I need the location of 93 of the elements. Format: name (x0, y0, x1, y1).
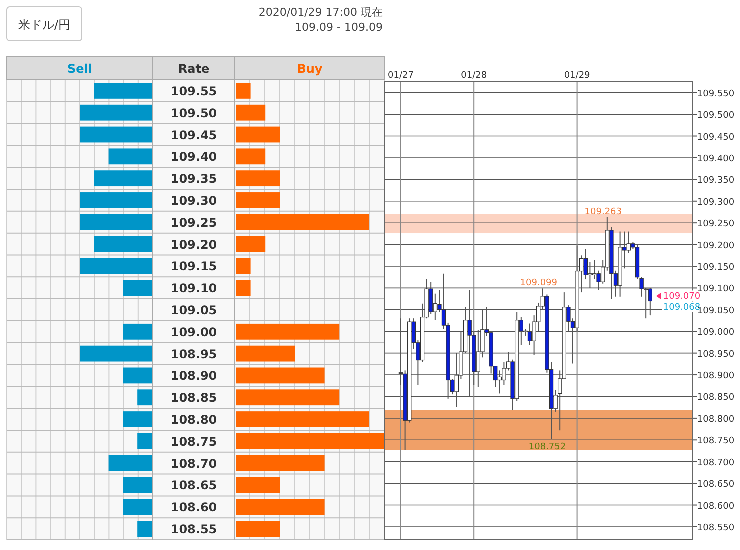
bar (236, 521, 280, 537)
bar (80, 214, 152, 230)
y-tick-label: 108.550 (697, 523, 735, 534)
chart-title: 米ドル/円 (18, 18, 71, 32)
bar (123, 499, 152, 516)
bar (123, 412, 152, 428)
bar (236, 214, 370, 230)
annotation: 109.263 (584, 207, 622, 218)
y-tick-label: 108.90 (170, 369, 218, 384)
x-tick-label: 01/27 (388, 71, 414, 81)
y-tick-label: 108.750 (697, 436, 735, 447)
bar (236, 390, 340, 406)
y-tick-label: 108.700 (697, 458, 735, 468)
bar (80, 192, 152, 208)
y-tick-label: 109.000 (697, 328, 735, 338)
y-tick-label: 109.50 (170, 106, 218, 120)
bar (236, 104, 266, 121)
y-tick-label: 109.20 (170, 238, 218, 252)
y-tick-label: 109.300 (697, 198, 735, 208)
y-tick-label: 109.550 (697, 89, 735, 100)
bar (236, 499, 325, 516)
y-tick-label: 109.35 (170, 172, 218, 186)
bar (236, 126, 280, 143)
text: Buy (297, 62, 323, 76)
y-tick-label: 109.10 (170, 282, 218, 296)
y-tick-label: 108.80 (170, 413, 218, 428)
y-tick-label: 109.450 (697, 132, 735, 143)
bar (236, 148, 266, 165)
y-tick-label: 108.900 (697, 372, 735, 382)
y-tick-label: 109.400 (697, 154, 735, 164)
bar (80, 126, 152, 143)
bar (108, 455, 152, 472)
bar (236, 477, 280, 494)
y-tick-label: 109.500 (697, 111, 735, 122)
chart-subtitle: 2020/01/29 17:00 現在 (258, 6, 383, 19)
text: 109.070 (663, 292, 701, 302)
bar (138, 390, 152, 406)
bar (123, 324, 152, 340)
bar (108, 148, 152, 165)
y-tick-label: 108.55 (170, 522, 218, 537)
annotation: 108.752 (528, 442, 566, 452)
bar (236, 455, 325, 472)
bar (236, 192, 280, 208)
y-tick-label: 108.70 (170, 456, 218, 471)
y-tick-label: 108.650 (697, 480, 735, 490)
bar (236, 280, 251, 296)
y-tick-label: 109.40 (170, 150, 218, 164)
bar (80, 104, 152, 121)
y-tick-label: 108.65 (170, 478, 218, 493)
series-label: Sell (67, 62, 93, 76)
y-tick-label: 108.95 (170, 347, 218, 362)
y-tick-label: 108.600 (697, 502, 735, 512)
y-tick-label: 109.55 (170, 84, 218, 98)
bar (138, 521, 152, 537)
bar (123, 280, 152, 296)
y-tick-label: 108.85 (170, 391, 218, 406)
bar (236, 83, 251, 99)
y-axis-title: Rate (178, 62, 210, 76)
bar (236, 412, 370, 428)
x-tick-label: 01/28 (461, 71, 488, 81)
y-tick-label: 108.950 (697, 350, 735, 360)
y-tick-label: 109.25 (170, 216, 218, 230)
y-tick-label: 109.05 (170, 304, 218, 318)
bar (236, 368, 325, 384)
y-tick-label: 108.850 (697, 393, 735, 404)
y-tick-label: 108.60 (170, 500, 218, 515)
y-tick-label: 108.800 (697, 414, 735, 425)
x-tick-label: 01/29 (564, 71, 591, 81)
bar (94, 170, 152, 187)
bar (236, 346, 296, 362)
y-tick-label: 109.15 (170, 260, 218, 274)
bar (94, 236, 152, 252)
bar (236, 170, 280, 187)
text: 109.09 - 109.09 (295, 21, 383, 34)
y-tick-label: 109.45 (170, 128, 218, 142)
annotation: 109.099 (520, 278, 558, 289)
y-tick-label: 109.30 (170, 194, 218, 208)
bar (123, 368, 152, 384)
bar (236, 324, 340, 340)
y-tick-label: 109.200 (697, 241, 735, 252)
bar (236, 433, 384, 450)
y-tick-label: 109.150 (697, 263, 735, 273)
bar (80, 258, 152, 274)
bar (123, 477, 152, 494)
y-tick-label: 109.00 (170, 325, 218, 340)
bar (236, 236, 266, 252)
y-tick-label: 109.250 (697, 220, 735, 230)
bar (80, 346, 152, 362)
y-tick-label: 109.350 (697, 176, 735, 186)
y-tick-label: 108.75 (170, 434, 218, 449)
bar (138, 433, 152, 450)
bar (94, 83, 152, 99)
bar (236, 258, 251, 274)
